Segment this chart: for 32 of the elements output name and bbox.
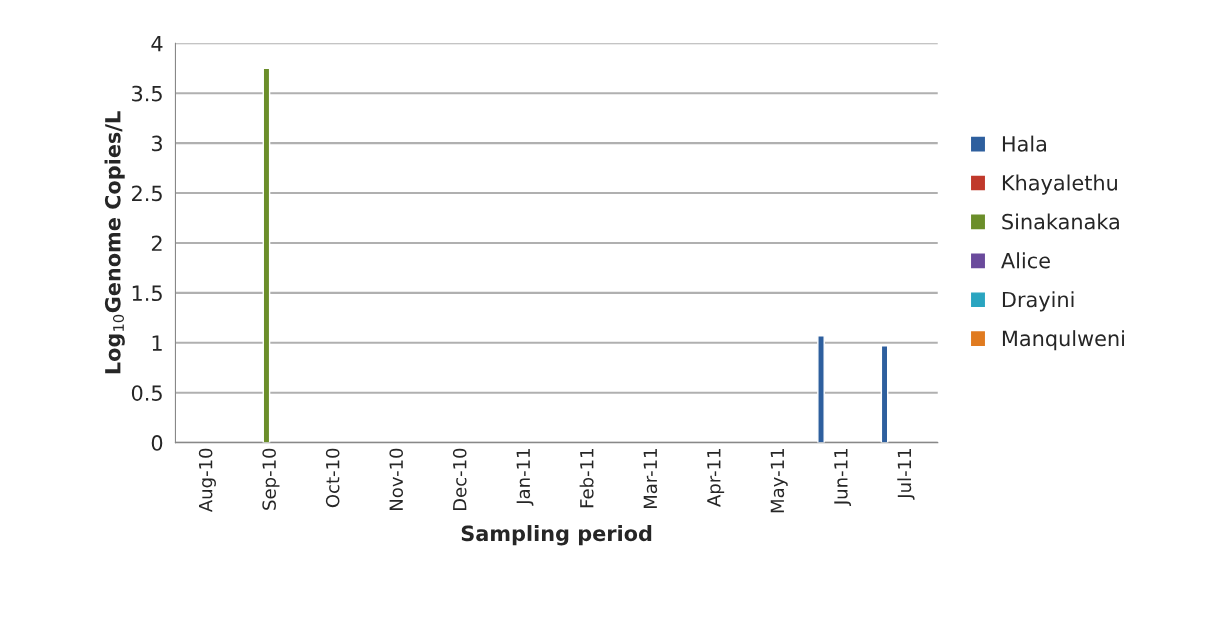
x-tick-label: Aug-10 [198, 448, 216, 513]
legend-label: Hala [1002, 135, 1047, 152]
y-tick-label: 0.5 [131, 385, 162, 401]
y-axis-title: Log$_{10}$Genome Copies/L [104, 111, 125, 374]
x-tick-label: Jul-11 [897, 449, 915, 500]
x-tick-label: Jun-11 [834, 449, 852, 507]
x-tick-label: Oct-10 [325, 448, 340, 508]
y-tick-label: 1.5 [132, 285, 162, 302]
y-tick-label: 3.5 [132, 85, 162, 102]
x-tick-label: Feb-11 [579, 449, 594, 508]
x-axis-title: Sampling period [461, 525, 652, 546]
y-tick-label: 2 [151, 235, 162, 251]
x-tick-label: Jan-11 [516, 449, 534, 506]
bar [880, 345, 889, 443]
bar [817, 335, 825, 443]
y-tick-label: 1 [152, 335, 162, 351]
legend-label: Sinakanaka [1002, 213, 1119, 230]
x-tick-label: Apr-11 [707, 449, 725, 507]
bar [262, 67, 271, 443]
y-tick-label: 4 [151, 36, 163, 52]
y-tick-label: 3 [151, 135, 162, 152]
x-tick-label: May-11 [770, 449, 788, 513]
x-tick-label: Dec-10 [452, 448, 467, 511]
x-tick-label: Nov-10 [389, 448, 404, 510]
x-tick-label: Sep-10 [262, 448, 280, 510]
legend-label: Khayalethu [1002, 174, 1117, 195]
y-tick-label: 0 [151, 435, 163, 451]
y-tick-label: 2.5 [132, 185, 162, 202]
legend-label: Drayini [1002, 291, 1074, 312]
x-tick-label: Mar-11 [643, 449, 658, 509]
legend-label: Manqulweni [1002, 330, 1124, 351]
legend-label: Alice [1001, 252, 1050, 269]
